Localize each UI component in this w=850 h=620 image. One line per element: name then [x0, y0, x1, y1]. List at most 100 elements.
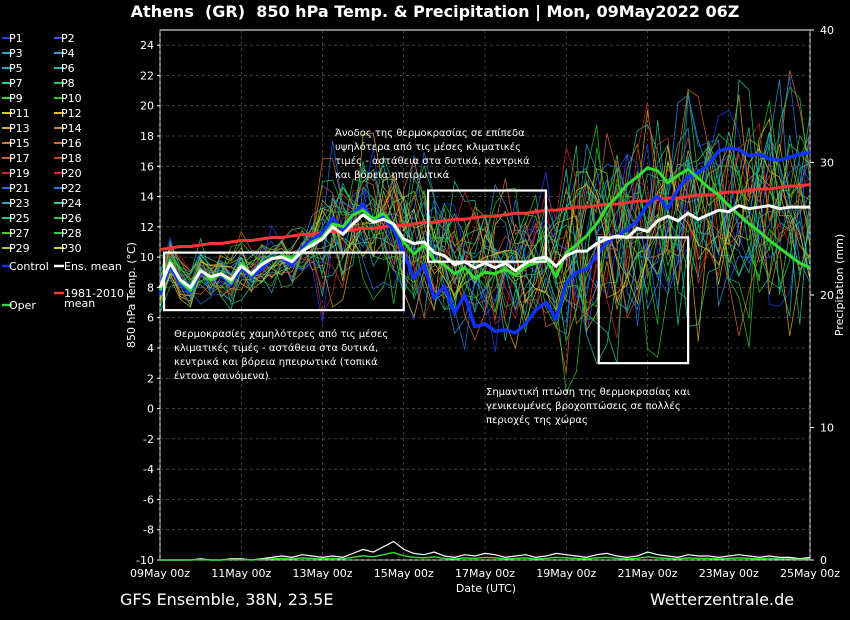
x-tick-label: 11May 00z — [211, 567, 271, 580]
y2-axis-label: Precipitation (mm) — [833, 234, 846, 336]
y-tick-label: 8 — [147, 281, 154, 294]
member-line — [159, 143, 811, 325]
model-info: GFS Ensemble, 38N, 23.5E — [120, 590, 334, 609]
chart-title: Athens (GR) 850 hPa Temp. & Precipitatio… — [130, 2, 740, 21]
legend-label: P18 — [61, 152, 82, 165]
series-1981-2010-mean — [159, 182, 811, 252]
legend-label: mean — [64, 297, 95, 310]
legend-label: P14 — [61, 122, 82, 135]
y2-tick-label: 0 — [820, 554, 827, 567]
y-tick-label: 10 — [140, 251, 154, 264]
legend-label: Control — [9, 260, 49, 273]
y-tick-label: 16 — [140, 160, 154, 173]
annotation-warm-line-1: Άνοδος της θερμοκρασίας σε επίπεδα — [335, 127, 525, 139]
member-line — [159, 137, 811, 312]
series-ens-mean — [158, 204, 810, 289]
y-tick-label: 12 — [140, 221, 154, 234]
legend-label: P5 — [9, 62, 23, 75]
legend-label: Ens. mean — [64, 260, 122, 273]
legend-label: P9 — [9, 92, 23, 105]
annotation-cold-drop-line-2: γενικευμένες βροχοπτώσεις σε πολλές — [486, 400, 681, 412]
y-axis-label: 850 hPa Temp. (°C) — [125, 242, 138, 348]
y-tick-label: 22 — [140, 69, 154, 82]
x-tick-label: 09May 00z — [130, 567, 190, 580]
y2-tick-label: 10 — [820, 422, 834, 435]
y-tick-label: -6 — [143, 493, 154, 506]
legend: P1 P2 P3 P4 P5 P6 P7 P8 P9 P10 P11 P12 P13 P14 P15 P16 P… — [2, 32, 124, 312]
member-line — [159, 157, 811, 314]
y-tick-label: 18 — [140, 130, 154, 143]
annotation-cold-early-line-4: έντονα φαινόμενα) — [174, 370, 269, 382]
legend-label: P8 — [61, 77, 75, 90]
legend-label: P27 — [9, 227, 30, 240]
y-tick-label: 14 — [140, 191, 154, 204]
legend-label: 1981-2010 — [64, 287, 124, 300]
annotation-box — [597, 236, 690, 365]
annotation-cold-drop-line-1: Σημαντική πτώση της θερμοκρασίας και — [486, 386, 691, 398]
y-tick-label: 20 — [140, 100, 154, 113]
x-axis-label: Date (UTC) — [456, 582, 516, 595]
annotation-warm-line-3: τιμές - αστάθεια στα δυτικά, κεντρικά — [335, 155, 530, 167]
legend-label: P16 — [61, 137, 82, 150]
legend-label: P29 — [9, 242, 30, 255]
annotation-boxes — [162, 189, 690, 365]
site-credit: Wetterzentrale.de — [650, 590, 795, 609]
legend-label: P4 — [61, 47, 75, 60]
x-tick-label: 17May 00z — [455, 567, 515, 580]
member-line — [159, 79, 811, 364]
legend-label: P1 — [9, 32, 23, 45]
annotation-cold-early-line-3: κεντρικά και βόρεια ηπειρωτικά (τοπικά — [174, 356, 378, 368]
annotation-box — [162, 251, 405, 312]
legend-label: P30 — [61, 242, 82, 255]
annotation-cold-early-line-2: κλιματικές τιμές - αστάθεια στα δυτικά, — [174, 342, 378, 354]
y-tick-label: -2 — [143, 433, 154, 446]
legend-label: P13 — [9, 122, 30, 135]
precip-mean-line — [160, 540, 811, 561]
annotation-cold-early: Θερμοκρασίες χαμηλότερες από τις μέσες κ… — [174, 328, 391, 382]
member-line — [159, 89, 811, 329]
legend-label: P20 — [61, 167, 82, 180]
legend-label: Oper — [9, 299, 36, 312]
legend-label: P12 — [61, 107, 82, 120]
legend-label: P17 — [9, 152, 30, 165]
legend-label: P25 — [9, 212, 30, 225]
annotation-warm-line-4: και βόρεια ηπειρωτικά — [335, 169, 450, 181]
y-tick-label: 0 — [147, 403, 154, 416]
y2-tick-label: 30 — [820, 157, 834, 170]
member-line — [159, 134, 811, 312]
member-line — [159, 75, 811, 350]
legend-label: P15 — [9, 137, 30, 150]
y-tick-label: 2 — [147, 372, 154, 385]
legend-label: P3 — [9, 47, 23, 60]
x-tick-label: 15May 00z — [374, 567, 434, 580]
y-tick-label: 4 — [147, 342, 154, 355]
legend-label: P11 — [9, 107, 30, 120]
legend-label: P24 — [61, 197, 82, 210]
annotation-box — [427, 189, 548, 263]
x-tick-label: 13May 00z — [292, 567, 352, 580]
x-axis-ticks: 09May 00z 11May 00z 13May 00z 15May 00z 17Ma… — [130, 567, 840, 580]
annotation-cold-early-line-1: Θερμοκρασίες χαμηλότερες από τις μέσες — [174, 328, 388, 340]
y-tick-label: 24 — [140, 39, 154, 52]
x-tick-label: 25May 00z — [780, 567, 840, 580]
legend-label: P21 — [9, 182, 30, 195]
legend-label: P22 — [61, 182, 82, 195]
annotation-cold-drop: Σημαντική πτώση της θερμοκρασίας και γεν… — [486, 386, 693, 426]
legend-label: P23 — [9, 197, 30, 210]
annotation-warm-line-2: υψηλότερα από τις μέσες κλιματικές — [335, 141, 521, 153]
y2-tick-label: 20 — [820, 289, 834, 302]
legend-label: P10 — [61, 92, 82, 105]
x-tick-label: 23May 00z — [699, 567, 759, 580]
y-tick-label: 6 — [147, 312, 154, 325]
y-tick-label: -4 — [143, 463, 154, 476]
legend-label: P7 — [9, 77, 23, 90]
legend-label: P6 — [61, 62, 75, 75]
y2-tick-label: 40 — [820, 24, 834, 37]
annotation-cold-drop-line-3: περιοχές της χώρας — [486, 414, 588, 426]
member-line — [159, 70, 811, 374]
legend-label: P2 — [61, 32, 75, 45]
legend-label: P19 — [9, 167, 30, 180]
x-tick-label: 21May 00z — [617, 567, 677, 580]
